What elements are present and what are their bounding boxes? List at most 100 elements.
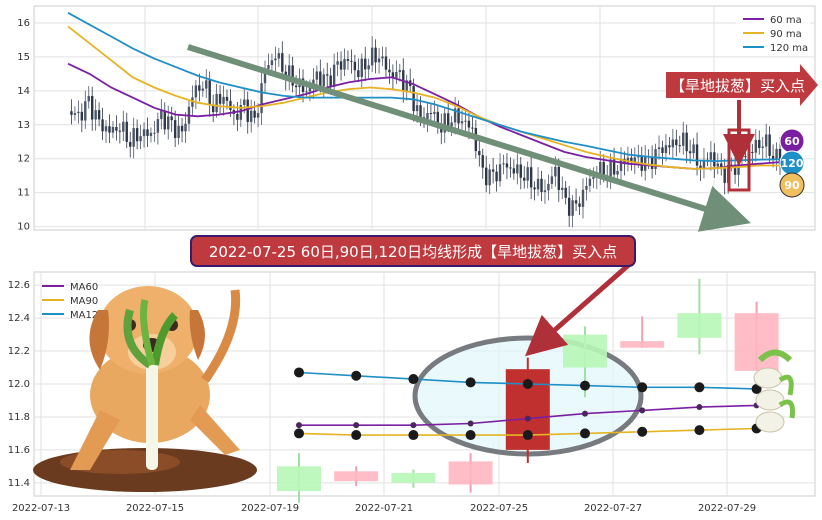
top-candle-body <box>267 65 270 69</box>
bottom-ytick-0: 11.4 <box>8 478 30 489</box>
top-candle-body <box>263 68 267 84</box>
top-candle-body <box>426 113 429 121</box>
legend-label-ma120: MA120 <box>70 310 105 321</box>
bottom-ma-point <box>351 430 362 441</box>
top-candle-body <box>146 129 149 136</box>
top-candle-body <box>201 88 204 91</box>
top-candle-body <box>602 161 605 177</box>
top-candle-body <box>744 156 747 158</box>
top-candle-body <box>111 126 115 133</box>
top-candle-body <box>543 190 547 192</box>
top-candle-body <box>450 122 453 127</box>
bottom-ma-point <box>408 430 419 441</box>
top-candle-body <box>740 156 744 158</box>
top-candle-body <box>491 169 495 172</box>
top-candle-body <box>173 120 177 138</box>
top-candle-body <box>547 183 550 191</box>
top-candle-body <box>478 151 481 156</box>
top-candle-body <box>650 157 654 169</box>
top-candle-body <box>388 69 391 73</box>
top-candle-body <box>374 47 377 63</box>
top-candle-body <box>464 120 467 122</box>
top-candle-body <box>87 95 90 102</box>
top-candle-body <box>142 129 146 137</box>
top-candle-body <box>433 111 436 114</box>
top-candle-body <box>256 113 260 118</box>
top-candle-body <box>764 134 768 147</box>
top-candle-body <box>208 80 211 105</box>
top-candle-body <box>229 100 232 111</box>
top-candle-body <box>101 119 104 132</box>
bottom-ma-point <box>522 379 533 389</box>
top-ma-line-2 <box>67 12 781 163</box>
top-candle-body <box>135 128 139 142</box>
top-candle-body <box>357 70 360 78</box>
bottom-xtick-2: 2022-07-19 <box>241 503 299 514</box>
top-candle-body <box>277 53 281 59</box>
top-candle-body <box>467 120 471 128</box>
top-candle-body <box>481 155 484 168</box>
bottom-ma60-point <box>524 415 531 422</box>
top-candle-body <box>592 177 595 179</box>
top-candle-body <box>343 58 346 70</box>
bottom-ma-point <box>637 382 648 393</box>
bottom-xtick-5: 2022-07-27 <box>584 503 642 514</box>
top-candle-body <box>405 80 408 91</box>
top-candle-body <box>536 178 540 190</box>
top-candle-body <box>198 85 201 91</box>
bottom-ma-point <box>580 380 590 391</box>
trend-arrow <box>187 44 751 232</box>
top-candle-body <box>80 111 84 121</box>
bottom-ytick-1: 11.6 <box>8 445 30 456</box>
top-candle-body <box>315 71 319 80</box>
top-candle-body <box>346 58 350 61</box>
top-candle-body <box>125 121 128 142</box>
top-candle-body <box>218 94 222 104</box>
bottom-ytick-3: 12.0 <box>8 379 30 390</box>
top-candle-body <box>502 163 505 165</box>
top-candle-body <box>381 56 384 59</box>
top-ytick-5: 15 <box>17 52 30 63</box>
top-candle-body <box>70 111 73 115</box>
bottom-ytick-4: 12.2 <box>8 346 30 357</box>
top-candle-body <box>675 139 678 146</box>
top-legend: 60 ma 90 ma 120 ma <box>736 10 810 56</box>
bottom-candlesticks <box>277 278 779 503</box>
top-candle-body <box>585 185 588 190</box>
top-candle-body <box>720 163 723 168</box>
bottom-candle-body <box>563 334 607 368</box>
top-candle-body <box>319 71 322 87</box>
top-candle-body <box>149 132 153 136</box>
top-candle-body <box>516 164 519 174</box>
top-candle-body <box>498 164 502 182</box>
top-candle-body <box>73 113 77 115</box>
top-candle-body <box>184 123 187 132</box>
top-candle-body <box>384 56 388 70</box>
top-candle-body <box>485 167 488 186</box>
top-candle-body <box>623 158 626 165</box>
top-ytick-3: 13 <box>17 120 30 131</box>
bottom-x-axis: 2022-07-13 2022-07-15 2022-07-19 2022-07-21… <box>12 503 756 514</box>
top-candle-body <box>115 126 118 131</box>
top-candle-body <box>661 147 664 154</box>
bottom-candle-body <box>734 313 779 371</box>
bottom-ma-point <box>522 430 533 441</box>
bottom-ma-point <box>580 428 590 439</box>
top-candle-body <box>619 158 623 171</box>
bottom-ma60-point <box>639 407 646 414</box>
top-candle-body <box>326 74 329 76</box>
bottom-xtick-1: 2022-07-15 <box>126 503 184 514</box>
top-candle-body <box>654 149 657 169</box>
top-candle-body <box>336 61 339 65</box>
top-candle-body <box>281 53 284 72</box>
top-candle-body <box>523 177 526 181</box>
top-candle-body <box>249 110 253 122</box>
bottom-xtick-0: 2022-07-13 <box>12 503 70 514</box>
bottom-ma-point <box>465 377 476 388</box>
bottom-xtick-3: 2022-07-21 <box>355 503 413 514</box>
bottom-ytick-2: 11.8 <box>8 412 30 423</box>
top-candle-body <box>509 167 512 169</box>
top-candle-body <box>419 105 422 118</box>
top-candle-body <box>84 101 87 121</box>
top-candle-body <box>305 91 308 93</box>
